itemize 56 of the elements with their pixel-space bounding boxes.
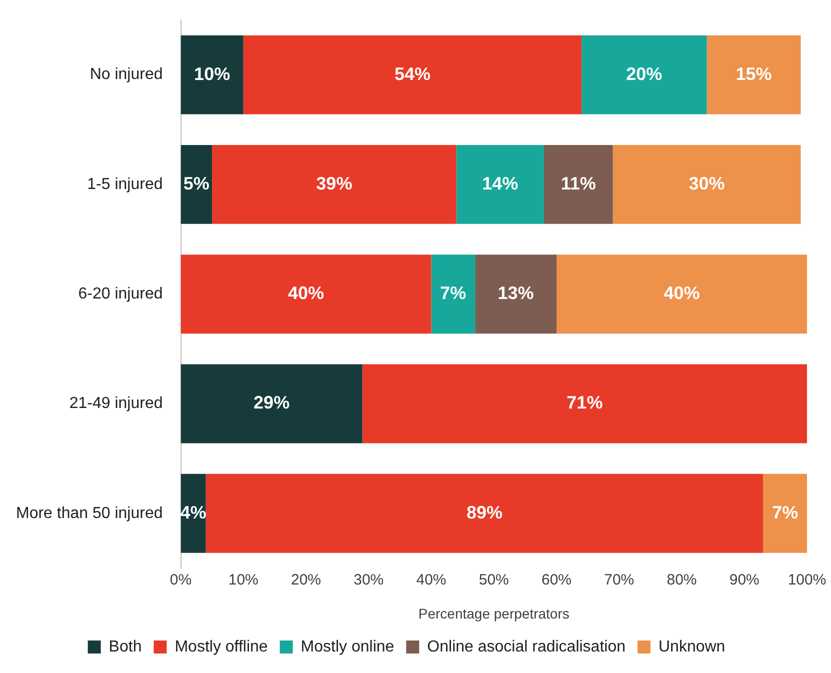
bar [582, 35, 707, 114]
x-tick-label: 20% [290, 571, 322, 588]
legend-label: Mostly offline [174, 638, 268, 656]
data-label: 40% [288, 283, 324, 304]
bar [612, 144, 801, 224]
bar [243, 35, 582, 114]
bar [180, 35, 244, 114]
legend-label: Unknown [658, 638, 726, 656]
data-label: 15% [736, 64, 772, 84]
x-tick-label: 80% [666, 571, 697, 588]
x-tick-label: 70% [604, 571, 634, 588]
legend-label: Mostly online [300, 638, 394, 656]
bar [431, 254, 476, 334]
bar [456, 144, 544, 224]
data-label: 7% [772, 502, 798, 522]
data-label: 89% [466, 502, 502, 522]
y-tick-label: 6-20 injured [78, 286, 163, 303]
data-label: 14% [482, 173, 518, 194]
data-label: 7% [440, 283, 466, 304]
x-axis-title: Percentage perpetrators [418, 605, 570, 622]
y-tick-label: No injured [90, 66, 163, 84]
data-label: 30% [688, 173, 725, 194]
x-tick-label: 100% [788, 571, 826, 588]
legend-label: Online asocial radicalisation [427, 638, 626, 656]
y-tick-label: 1-5 injured [87, 176, 163, 193]
x-tick-label: 90% [729, 571, 760, 588]
bar [180, 144, 212, 224]
bar [763, 474, 807, 553]
y-tick-label: More than 50 injured [16, 504, 163, 522]
data-label: 5% [183, 173, 210, 194]
bar [556, 254, 807, 334]
x-tick-label: 50% [478, 571, 509, 588]
x-tick-label: 60% [541, 571, 572, 588]
data-label: 20% [626, 64, 662, 84]
legend-label: Both [108, 638, 142, 656]
bar [706, 35, 801, 114]
y-tick-label: 21-49 injured [69, 395, 163, 412]
bar [180, 254, 432, 334]
data-label: 39% [316, 173, 352, 194]
data-label: 71% [566, 392, 603, 413]
data-label: 40% [664, 283, 700, 304]
x-tick-label: 30% [354, 571, 384, 588]
data-label: 11% [560, 173, 596, 194]
x-tick-label: 10% [228, 571, 258, 588]
bar [362, 364, 807, 444]
data-label: 54% [394, 64, 430, 84]
bar [544, 144, 613, 224]
bar [206, 474, 764, 553]
data-label: 13% [498, 283, 534, 304]
bar [475, 254, 557, 334]
bar [180, 364, 362, 444]
x-tick-label: 40% [416, 571, 446, 588]
bar [212, 144, 456, 224]
x-tick-label: 0% [170, 571, 192, 588]
data-label: 29% [254, 392, 290, 413]
data-label: 10% [194, 64, 230, 84]
